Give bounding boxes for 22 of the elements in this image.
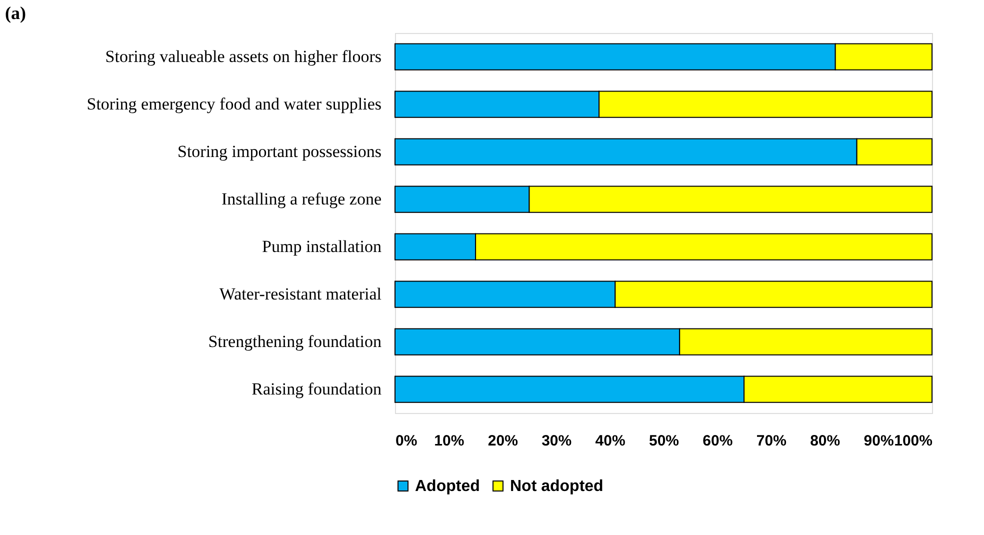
- y-tick-label: Storing emergency food and water supplies: [86, 94, 382, 114]
- y-tick-label: Raising foundation: [252, 379, 382, 398]
- x-tick-label: 50%: [648, 432, 680, 450]
- y-tick-label: Pump installation: [262, 236, 382, 256]
- x-tick-label: 90%: [864, 432, 894, 450]
- x-tick-label: 70%: [756, 432, 786, 450]
- text: (a): [5, 3, 26, 23]
- legend-label: Not adopted: [510, 478, 604, 495]
- x-tick-label: 0%: [396, 432, 418, 450]
- legend-label: Adopted: [415, 478, 480, 495]
- y-tick-label: Strengthening foundation: [208, 332, 382, 351]
- x-tick-label: 60%: [702, 432, 733, 450]
- x-tick-label: 40%: [595, 432, 626, 450]
- y-tick-label: Installing a refuge zone: [221, 189, 382, 208]
- y-tick-label: Storing valueable assets on higher floors: [105, 46, 382, 66]
- y-tick-label: Storing important possessions: [177, 142, 382, 161]
- x-tick-label: 30%: [542, 432, 572, 450]
- x-tick-label: 100%: [894, 432, 932, 450]
- y-tick-label: Water-resistant material: [219, 284, 382, 304]
- x-tick-label: 10%: [434, 432, 464, 450]
- x-tick-label: 20%: [488, 432, 518, 450]
- x-tick-label: 80%: [810, 432, 840, 450]
